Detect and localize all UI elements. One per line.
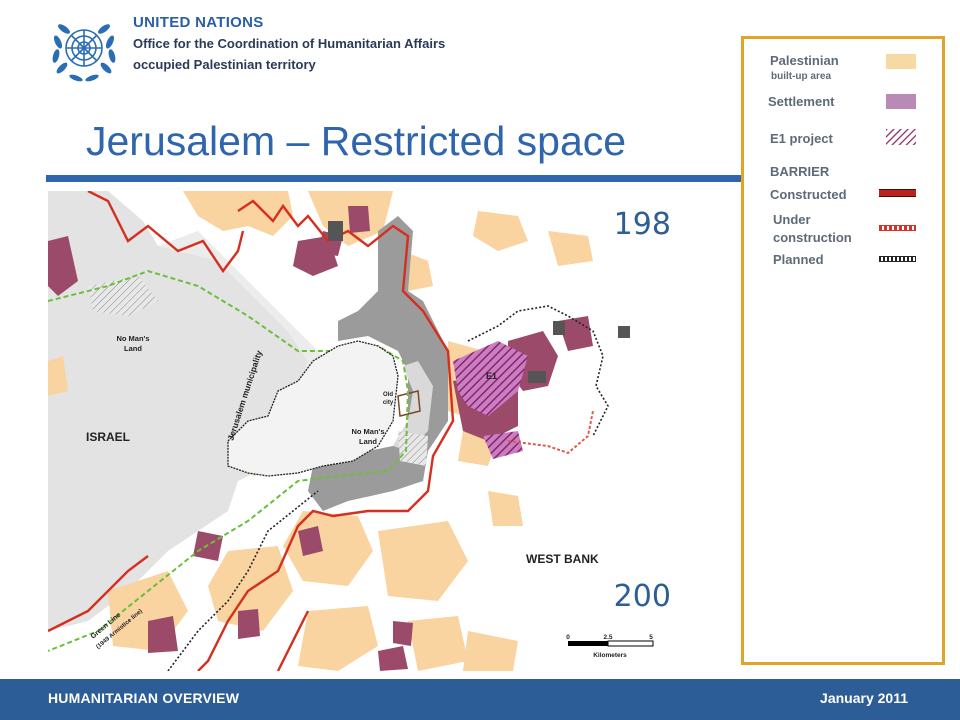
barrier-planned: [467, 305, 609, 437]
no-mans-land-2: [398, 431, 428, 466]
map-label-old-city-line1: Old: [383, 392, 393, 398]
footer-left-text: HUMANITARIAN OVERVIEW: [48, 690, 240, 706]
map-label-e1: E1: [486, 371, 497, 381]
legend-under-label-1: Under: [773, 212, 811, 227]
legend-palestinian-swatch: [886, 54, 916, 69]
legend-under-construction-swatch: [879, 225, 916, 231]
barrier-under-construction: [507, 410, 594, 455]
map-label-old-city-line2: city: [383, 400, 394, 406]
municipality-boundary: [227, 340, 399, 477]
territory-name: occupied Palestinian territory: [133, 57, 316, 72]
legend-settlement-label: Settlement: [768, 94, 835, 109]
legend-palestinian-label: Palestinian: [770, 53, 839, 68]
scale-tick-2-5: 2.5: [603, 634, 612, 641]
map-label-no-mans-land-2-line1: No Man's: [351, 427, 384, 436]
jerusalem-map: No Man's Land ISRAEL Jerusalem municipal…: [48, 191, 670, 671]
un-emblem-logo: [52, 24, 116, 82]
e1-project-area: [453, 341, 528, 416]
green-line: [48, 269, 410, 652]
year-label-1987: 1987: [614, 207, 670, 242]
legend-planned-label: Planned: [773, 252, 824, 267]
map-label-no-mans-land-1-line1: No Man's: [116, 334, 149, 343]
page-title: Jerusalem – Restricted space: [86, 118, 627, 164]
scale-tick-5: 5: [649, 634, 653, 641]
legend-constructed-swatch: [879, 189, 916, 197]
title-rule: [46, 175, 746, 182]
legend-palestinian-sublabel: built-up area: [771, 71, 832, 82]
scale-tick-0: 0: [566, 634, 570, 641]
legend-barrier-heading: BARRIER: [770, 164, 830, 179]
map-legend: Palestinian built-up area Settlement E1 …: [741, 36, 945, 665]
map-label-no-mans-land-2-line2: Land: [359, 437, 377, 446]
org-name: UNITED NATIONS: [133, 14, 264, 31]
old-city: [397, 390, 421, 417]
barrier-constructed: [197, 199, 455, 671]
legend-e1-swatch: [886, 129, 916, 145]
footer-bar: HUMANITARIAN OVERVIEW January 2011: [0, 679, 960, 720]
map-label-no-mans-land-1-line2: Land: [124, 344, 142, 353]
scale-unit: Kilometers: [593, 652, 627, 659]
map-label-west-bank: WEST BANK: [526, 552, 599, 566]
legend-constructed-label: Constructed: [770, 187, 847, 202]
footer-date: January 2011: [820, 690, 908, 706]
scale-bar: 0 2.5 5 Kilometers: [566, 634, 654, 659]
legend-planned-swatch: [879, 256, 916, 262]
office-name: Office for the Coordination of Humanitar…: [133, 36, 446, 51]
legend-e1-label: E1 project: [770, 131, 833, 146]
map-label-israel: ISRAEL: [86, 430, 130, 444]
year-label-2005: 2005: [614, 579, 670, 614]
organization-block: UNITED NATIONS Office for the Coordinati…: [133, 14, 445, 72]
legend-under-label-2: construction: [773, 230, 852, 245]
legend-settlement-swatch: [886, 94, 916, 109]
